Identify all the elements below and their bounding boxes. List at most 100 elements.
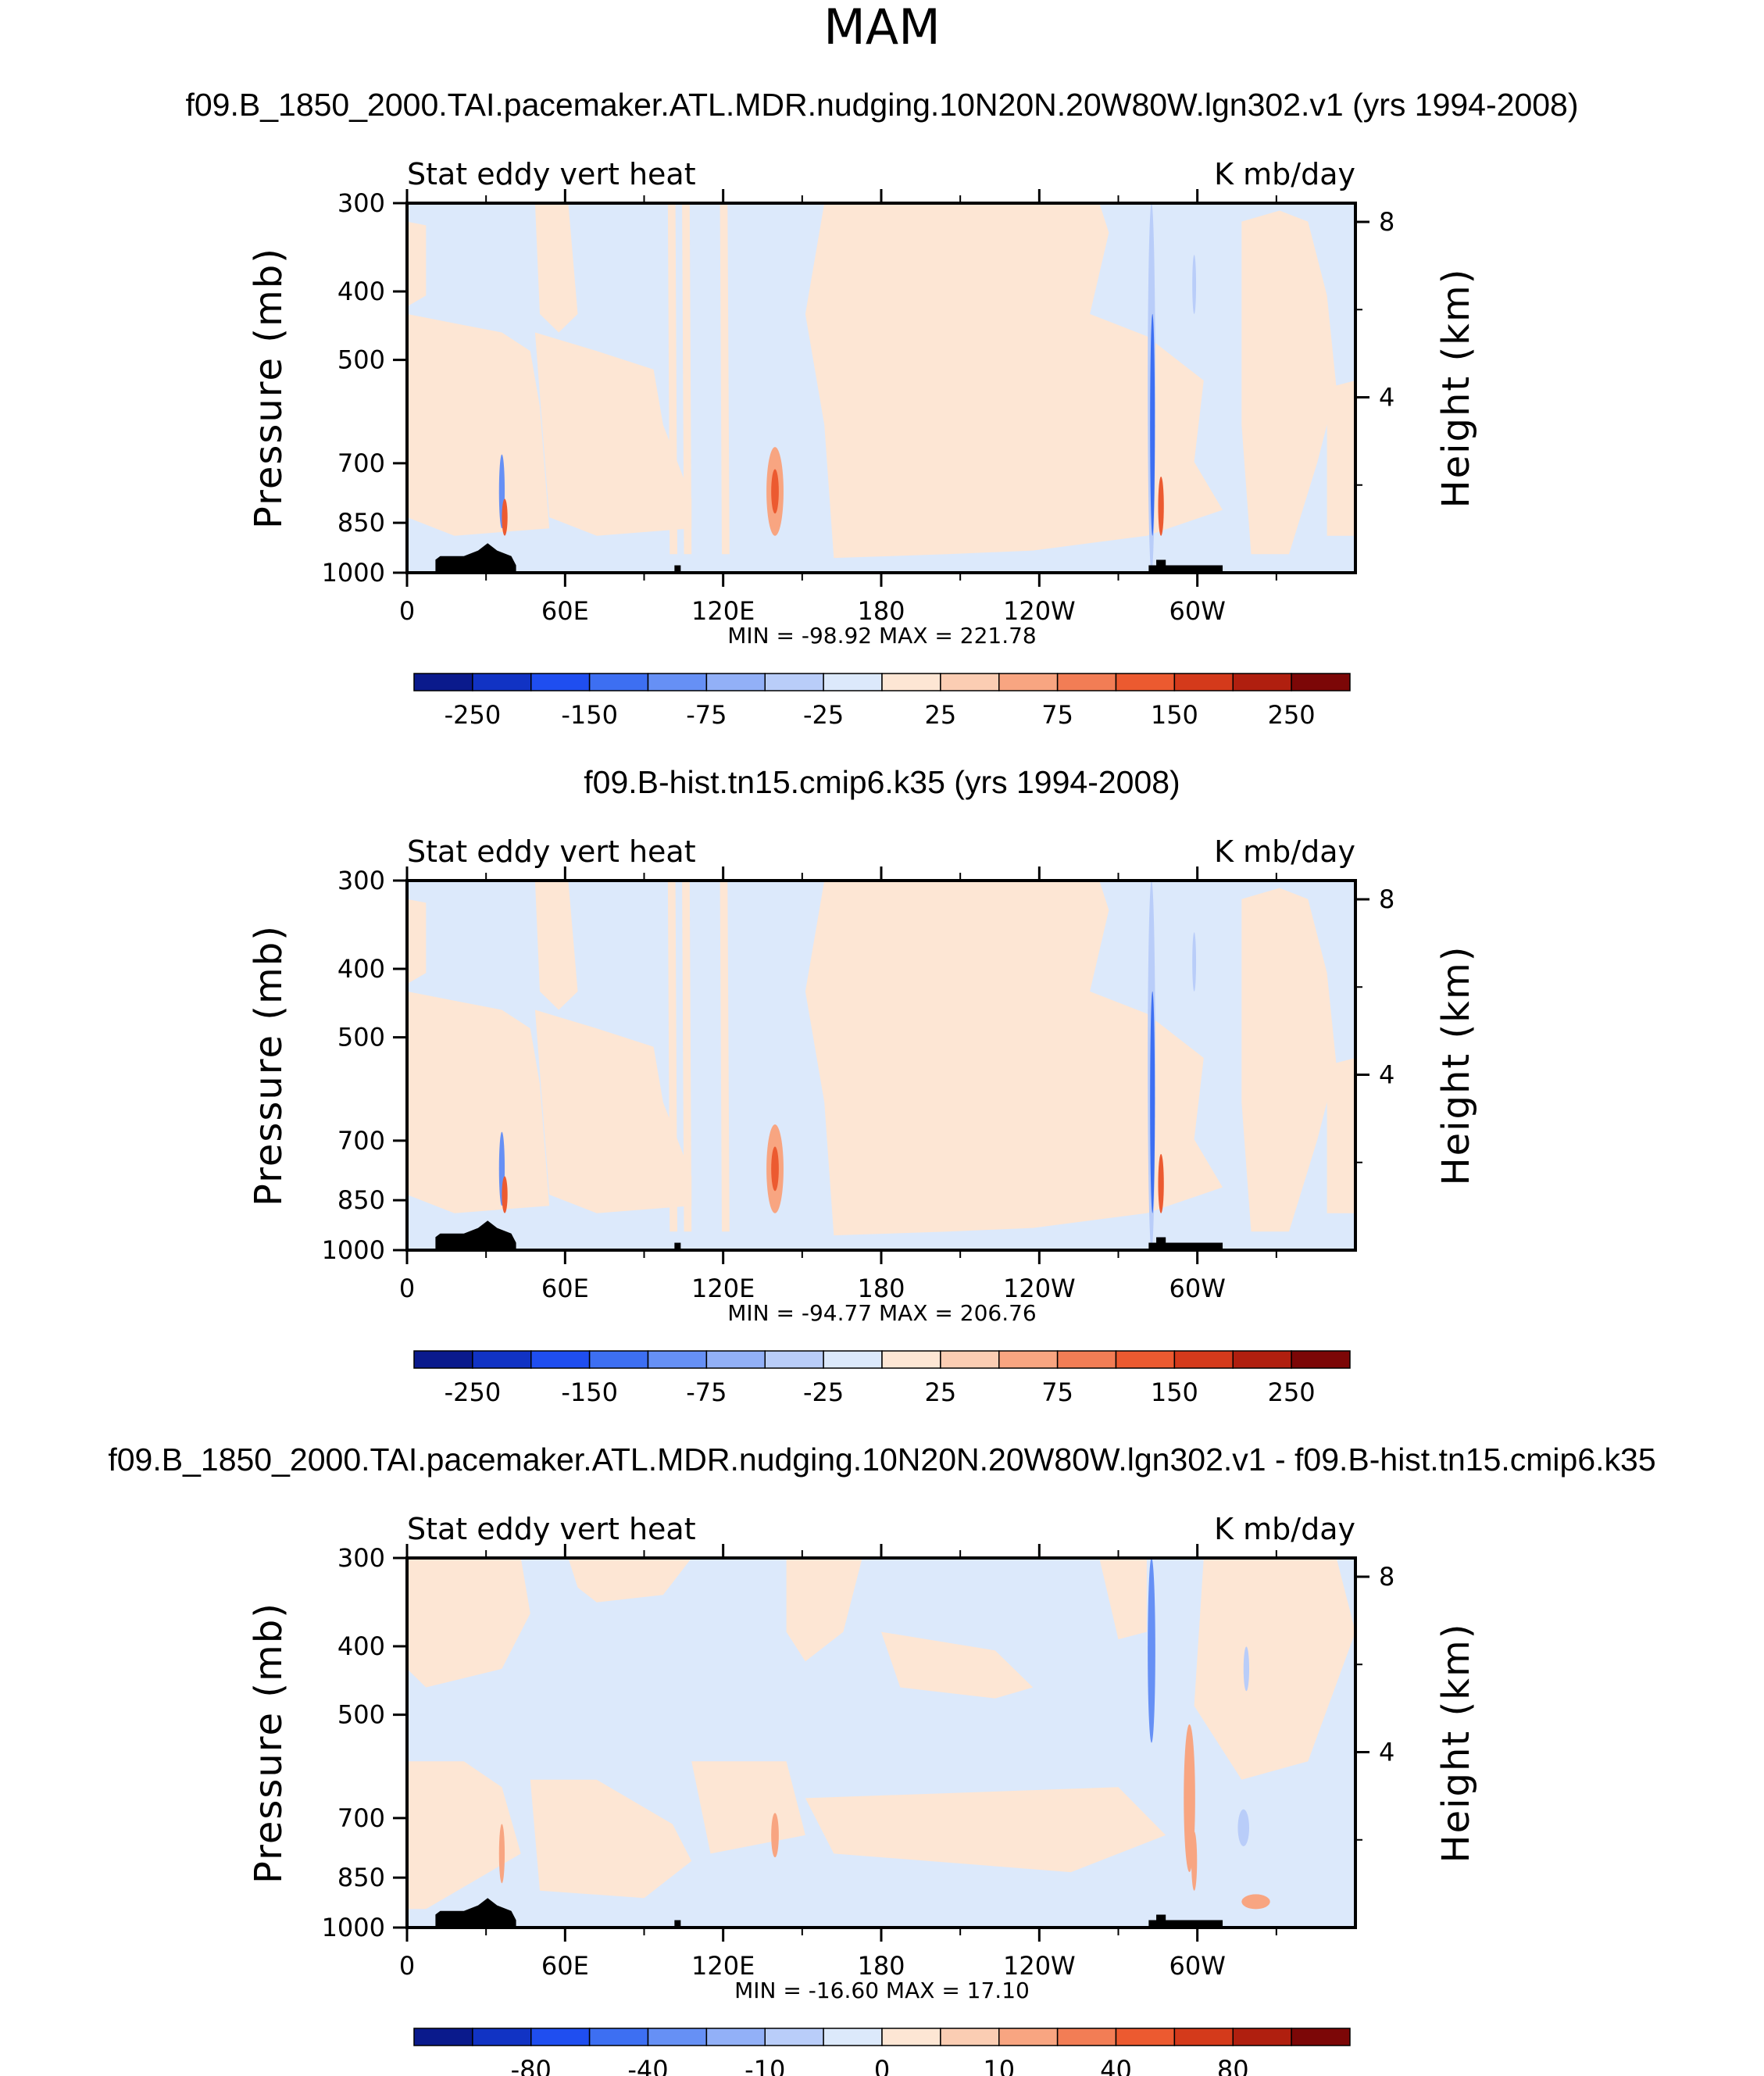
units-label: K mb/day xyxy=(1214,834,1355,869)
topography-america xyxy=(1148,1914,1223,1928)
y-tick-label: 700 xyxy=(337,448,385,478)
colorbar-box xyxy=(998,2028,1059,2046)
y-axis-title: Pressure (mb) xyxy=(247,247,291,529)
positive-region-east xyxy=(1327,381,1355,536)
colorbar-box xyxy=(413,1350,473,1369)
min-max-label: MIN = -94.77 MAX = 206.76 xyxy=(727,1300,1037,1326)
colorbar-label: 150 xyxy=(1151,700,1198,730)
colorbar-box xyxy=(881,1350,941,1369)
colorbar-box xyxy=(1232,2028,1292,2046)
colorbar: -250 -150 -75 -25 25 75 150 250 xyxy=(413,673,1351,730)
warm-anomaly-core xyxy=(771,1146,779,1192)
positive-patch-edge xyxy=(407,899,427,984)
positive-region-atlantic xyxy=(1241,888,1337,1232)
colorbar-box xyxy=(1056,2028,1117,2046)
topography-africa xyxy=(435,1220,516,1250)
colorbar-label: -80 xyxy=(511,2055,552,2076)
x-tick-label: 60E xyxy=(541,596,589,626)
x-tick-label: 60E xyxy=(541,1274,589,1303)
colorbar-box xyxy=(530,673,591,691)
positive-region-top3 xyxy=(1099,1558,1147,1640)
colorbar-box xyxy=(940,673,1000,691)
positive-region-southwest xyxy=(407,1761,521,1910)
colorbar-label: -150 xyxy=(561,700,618,730)
colorbar-label: -40 xyxy=(627,2055,668,2076)
positive-region-indian xyxy=(534,332,692,536)
chart-panel-3: f09.B_1850_2000.TAI.pacemaker.ATL.MDR.nu… xyxy=(108,1442,1655,2076)
chart-panel-1: f09.B_1850_2000.TAI.pacemaker.ATL.MDR.nu… xyxy=(185,87,1578,730)
x-tick-label: 60W xyxy=(1169,1274,1225,1303)
units-label: K mb/day xyxy=(1214,157,1355,191)
topography-island xyxy=(674,565,681,573)
x-tick-label: 120W xyxy=(1003,1951,1076,1981)
y2-tick-label: 8 xyxy=(1379,1562,1394,1592)
chart-panel-2: f09.B-hist.tn15.cmip6.k35 (yrs 1994-2008… xyxy=(247,764,1478,1407)
variable-label: Stat eddy vert heat xyxy=(407,157,696,191)
warm-anomaly xyxy=(771,1813,779,1858)
warm-anomaly-atlantic xyxy=(1184,1724,1195,1873)
warm-anomaly-atlantic xyxy=(1158,477,1164,536)
x-tick-label: 0 xyxy=(399,1951,415,1981)
colorbar-box xyxy=(1291,1350,1351,1369)
y-tick-label: 500 xyxy=(337,1023,385,1052)
colorbar-box xyxy=(940,2028,1000,2046)
colorbar-box xyxy=(998,1350,1059,1369)
min-max-label: MIN = -98.92 MAX = 221.78 xyxy=(727,623,1037,649)
positive-region-atlantic xyxy=(1241,210,1337,555)
positive-region-indian xyxy=(530,1779,692,1899)
units-label: K mb/day xyxy=(1214,1512,1355,1546)
topography-america xyxy=(1148,1237,1223,1250)
positive-column xyxy=(534,881,578,1010)
cold-patch-lower xyxy=(1237,1809,1250,1846)
colorbar-box xyxy=(472,673,532,691)
colorbar-box xyxy=(1173,1350,1234,1369)
panel-title: f09.B-hist.tn15.cmip6.k35 (yrs 1994-2008… xyxy=(584,764,1180,800)
colorbar-box xyxy=(705,1350,766,1369)
colorbar-label: 25 xyxy=(925,700,957,730)
positive-region-mid xyxy=(881,1631,1034,1699)
colorbar-box xyxy=(588,2028,649,2046)
colorbar-label: 40 xyxy=(1100,2055,1132,2076)
y-tick-label: 500 xyxy=(337,1700,385,1730)
topography-africa xyxy=(435,1898,516,1928)
colorbar-box xyxy=(823,2028,883,2046)
cold-patch xyxy=(1243,1646,1250,1692)
y2-tick-label: 4 xyxy=(1379,383,1394,413)
colorbar-box xyxy=(940,1350,1000,1369)
positive-region-west xyxy=(407,313,550,536)
colorbar-box xyxy=(1232,1350,1292,1369)
warm-anomaly-atlantic xyxy=(1158,1154,1164,1213)
colorbar-box xyxy=(413,673,473,691)
positive-region-pacific xyxy=(805,881,1223,1236)
topography-america xyxy=(1148,559,1223,573)
y2-tick-label: 8 xyxy=(1379,884,1394,914)
colorbar-box xyxy=(1056,1350,1117,1369)
positive-stripe xyxy=(667,881,677,1232)
variable-label: Stat eddy vert heat xyxy=(407,834,696,869)
y-tick-label: 850 xyxy=(337,1185,385,1215)
colorbar-label: -75 xyxy=(686,700,727,730)
contour-field xyxy=(407,203,1355,573)
colorbar-label: 150 xyxy=(1151,1377,1198,1407)
x-tick-label: 120W xyxy=(1003,596,1076,626)
colorbar-box xyxy=(998,673,1059,691)
figure-title: MAM xyxy=(823,0,940,55)
cold-patch xyxy=(1192,932,1197,992)
cold-column-core xyxy=(1150,313,1155,536)
y-tick-label: 400 xyxy=(337,277,385,306)
warm-anomaly-core xyxy=(771,469,779,514)
colorbar-box xyxy=(764,1350,824,1369)
y-tick-label: 1000 xyxy=(322,1235,385,1265)
positive-region-atlantic xyxy=(1194,1558,1355,1780)
contour-field xyxy=(407,881,1355,1250)
x-tick-label: 0 xyxy=(399,1274,415,1303)
y-axis-title: Pressure (mb) xyxy=(247,924,291,1206)
y-tick-label: 850 xyxy=(337,1863,385,1892)
colorbar-label: 10 xyxy=(983,2055,1015,2076)
y2-tick-label: 4 xyxy=(1379,1060,1394,1090)
positive-stripe xyxy=(720,881,730,1232)
x-tick-label: 120E xyxy=(691,1951,755,1981)
positive-region-top xyxy=(568,1558,692,1603)
colorbar-label: 80 xyxy=(1217,2055,1249,2076)
